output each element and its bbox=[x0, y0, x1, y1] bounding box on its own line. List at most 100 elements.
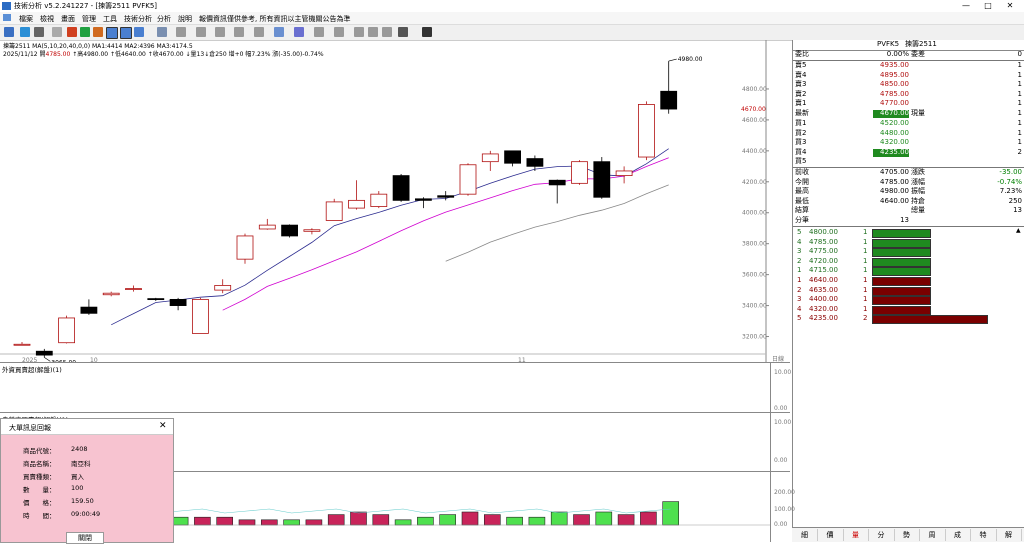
quote-tab[interactable]: 特 bbox=[971, 529, 997, 541]
volume-bar bbox=[573, 514, 590, 526]
quote-symbol: PVFK5 bbox=[877, 40, 900, 48]
quote-tab[interactable]: 周 bbox=[920, 529, 946, 541]
ellipse-tool-icon[interactable] bbox=[314, 27, 324, 37]
menu-screen[interactable]: 畫面 bbox=[61, 15, 75, 23]
high-label: ↑高 bbox=[72, 51, 84, 58]
chart-type-icon[interactable] bbox=[93, 27, 103, 37]
erase-tool-icon[interactable] bbox=[354, 27, 364, 37]
volume-bar bbox=[283, 519, 300, 526]
color-icon[interactable] bbox=[398, 27, 408, 37]
layout-icon[interactable] bbox=[4, 27, 14, 37]
dist-bar bbox=[872, 229, 931, 238]
menu-analysis[interactable]: 分析 bbox=[157, 15, 171, 23]
toolbar bbox=[0, 25, 1024, 41]
dist-rank: 3 bbox=[797, 247, 802, 256]
dist-price: 4715.00 bbox=[809, 266, 838, 275]
dist-rank: 2 bbox=[797, 285, 802, 294]
menu-tools[interactable]: 工具 bbox=[103, 15, 117, 23]
stat-label: 最低 bbox=[795, 196, 809, 205]
candle-body bbox=[303, 229, 321, 232]
candle-body bbox=[348, 199, 365, 209]
x-tick-label: 10 bbox=[90, 357, 98, 362]
row-label: 賣3 bbox=[795, 80, 807, 89]
dist-rank: 5 bbox=[797, 228, 802, 236]
quote-tab[interactable]: 價 bbox=[818, 529, 844, 541]
distribution-row: 4 4785.00 1 bbox=[793, 238, 1024, 248]
popup-field-label: 買賣種類： bbox=[23, 473, 56, 481]
volume-bar bbox=[617, 514, 635, 526]
menu-manage[interactable]: 管理 bbox=[82, 15, 96, 23]
vline-tool-icon[interactable] bbox=[215, 27, 225, 37]
stat-row: 結算 總量 13 bbox=[793, 206, 1024, 216]
quote-tab[interactable]: 解 bbox=[996, 529, 1022, 541]
compare-icon[interactable] bbox=[80, 27, 90, 37]
y-tick-label: 4800.00 bbox=[742, 86, 767, 93]
fib-tool-icon[interactable] bbox=[254, 27, 264, 37]
price-chart[interactable]: 揀籌2511 MA(5,10,20,40,0,0) MA1:4414 MA2:4… bbox=[0, 40, 790, 363]
row-label: 買3 bbox=[795, 138, 807, 147]
quote-tab[interactable]: 勢 bbox=[894, 529, 920, 541]
candle-body bbox=[258, 224, 276, 230]
big-order-popup: 大單訊息回報 ✕ 關閉 商品代號： 2408 商品名稱： 南亞科 買賣種類： 買入數 量：… bbox=[0, 418, 174, 544]
dist-vol: 1 bbox=[863, 276, 868, 284]
indicator-icon[interactable] bbox=[67, 27, 77, 37]
period-icon[interactable] bbox=[34, 27, 44, 37]
rect-tool-icon[interactable] bbox=[294, 27, 304, 37]
stat-label2: 漲幅 bbox=[911, 177, 925, 186]
app-icon bbox=[2, 2, 11, 10]
wave-tool-icon[interactable] bbox=[274, 27, 284, 37]
quote-tab[interactable]: 量 bbox=[843, 529, 869, 541]
redo-icon[interactable] bbox=[382, 27, 392, 37]
lock-icon[interactable] bbox=[52, 27, 62, 37]
tick-vol-label: 現量 bbox=[911, 109, 925, 117]
row-label: 賣4 bbox=[795, 70, 807, 79]
close-window-button[interactable]: ✕ bbox=[1006, 1, 1014, 10]
add-icon[interactable] bbox=[20, 27, 30, 37]
dist-bar bbox=[872, 286, 931, 296]
quote-tab[interactable]: 細 bbox=[792, 529, 818, 541]
line-tool-icon[interactable] bbox=[176, 27, 186, 37]
x-tick-label: 2025 bbox=[22, 357, 37, 362]
row-label: 賣1 bbox=[795, 99, 807, 108]
hline-tool-icon[interactable] bbox=[196, 27, 206, 37]
close-value: 4670.00 bbox=[158, 51, 184, 58]
foreign-net-pane[interactable]: 外資買賣超(解盤)(1) 10.00 0.00 bbox=[0, 362, 791, 413]
popup-field-value: 買入 bbox=[71, 473, 84, 481]
pane3-tick-bottom: 0.00 bbox=[774, 457, 788, 464]
volume-bar bbox=[662, 501, 680, 526]
last-price-bg bbox=[873, 110, 909, 118]
stat-label: 今開 bbox=[795, 177, 809, 186]
scroll-up-icon[interactable]: ▲ bbox=[1016, 227, 1021, 234]
undo-icon[interactable] bbox=[368, 27, 378, 37]
channel-tool-icon[interactable] bbox=[234, 27, 244, 37]
maximize-button[interactable]: □ bbox=[984, 1, 992, 10]
volume-bar bbox=[171, 516, 189, 526]
stat-value2: -35.00 bbox=[999, 168, 1022, 176]
quote-tab[interactable]: 成 bbox=[945, 529, 971, 541]
popup-close-icon[interactable]: ✕ bbox=[159, 421, 167, 431]
row-price: 4785.00 bbox=[880, 89, 909, 98]
volume-bar bbox=[216, 516, 233, 526]
window-b-icon[interactable] bbox=[120, 27, 132, 39]
vol-tick-0: 0.00 bbox=[774, 521, 788, 528]
text-tool-icon[interactable] bbox=[334, 27, 344, 37]
order-ratio-label: 委比 bbox=[795, 50, 809, 58]
menu-technical-analysis[interactable]: 技術分析 bbox=[124, 15, 152, 23]
minimize-button[interactable]: — bbox=[962, 1, 970, 10]
popup-close-button[interactable]: 關閉 bbox=[66, 532, 104, 544]
menu-file[interactable]: 檔案 bbox=[19, 15, 33, 23]
volume-bar bbox=[461, 511, 479, 526]
quote-tab[interactable]: 分 bbox=[869, 529, 895, 541]
window-a-icon[interactable] bbox=[106, 27, 118, 39]
dist-vol: 2 bbox=[863, 314, 868, 323]
popup-field-value: 159.50 bbox=[71, 497, 94, 505]
dist-vol: 1 bbox=[863, 266, 868, 275]
distribution-row: 5 4800.00 1 bbox=[793, 228, 1024, 238]
menu-help[interactable]: 說明 bbox=[178, 15, 192, 23]
cursor-icon[interactable] bbox=[157, 27, 167, 37]
menu-view[interactable]: 檢視 bbox=[40, 15, 54, 23]
save-icon[interactable] bbox=[422, 27, 432, 37]
candle-body bbox=[169, 298, 187, 306]
candle-body bbox=[437, 195, 455, 198]
window-c-icon[interactable] bbox=[134, 27, 144, 37]
